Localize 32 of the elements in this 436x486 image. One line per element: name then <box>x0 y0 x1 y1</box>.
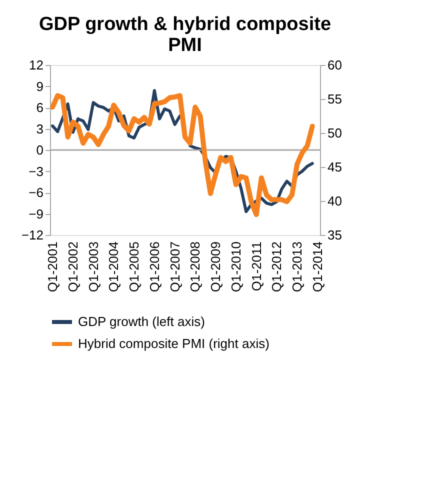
y-tick-label: 6 <box>36 100 44 115</box>
y-tick-label: −9 <box>28 206 44 222</box>
y-tick-label: −12 <box>21 228 44 242</box>
x-tick-label: Q1-2010 <box>228 242 244 292</box>
x-tick-label: Q1-2014 <box>310 242 325 292</box>
y-tick-label: 3 <box>36 121 44 136</box>
x-tick-label: Q1-2006 <box>146 242 162 292</box>
x-tick-label: Q1-2003 <box>86 242 101 292</box>
x-tick-label: Q1-2004 <box>106 242 122 292</box>
x-tick-label: Q1-2013 <box>290 242 305 292</box>
y-tick-label: −3 <box>28 164 44 179</box>
x-tick-label: Q1-2011 <box>248 242 264 292</box>
y2-tick-label: 50 <box>328 126 342 140</box>
chart-title: GDP growth & hybrid composite PMI <box>38 14 332 56</box>
x-tick-label: Q1-2012 <box>269 242 284 292</box>
x-tick-label: Q1-2002 <box>65 242 80 292</box>
y2-tick-label: 60 <box>328 58 342 72</box>
y-tick-label: 9 <box>36 78 44 94</box>
legend-label: GDP growth (left axis) <box>78 314 205 329</box>
y-tick-label: 0 <box>36 142 44 158</box>
x-tick-label: Q1-2005 <box>126 242 142 292</box>
y2-tick-label: 40 <box>328 194 342 208</box>
x-tick-label: Q1-2008 <box>188 242 203 292</box>
y2-tick-label: 45 <box>328 160 342 174</box>
y2-tick-label: 55 <box>328 92 342 106</box>
x-tick-label: Q1-2007 <box>167 242 182 292</box>
y-tick-label: −6 <box>28 185 44 200</box>
x-tick-label: Q1-2009 <box>208 242 224 292</box>
x-tick-label: Q1-2001 <box>45 242 60 292</box>
y-tick-label: 12 <box>29 58 44 72</box>
y2-tick-label: 35 <box>328 228 342 242</box>
legend-label: Hybrid composite PMI (right axis) <box>78 336 270 351</box>
